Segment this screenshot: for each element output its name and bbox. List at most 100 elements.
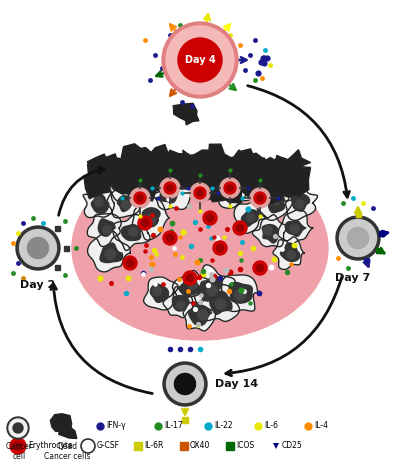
Circle shape (14, 442, 22, 450)
Circle shape (340, 219, 376, 256)
Polygon shape (160, 183, 179, 203)
Polygon shape (172, 270, 210, 303)
Polygon shape (270, 176, 292, 194)
Circle shape (188, 280, 197, 289)
Polygon shape (135, 174, 166, 201)
Circle shape (166, 365, 204, 403)
Polygon shape (255, 158, 277, 176)
Circle shape (7, 417, 29, 439)
Text: IL-6: IL-6 (264, 422, 278, 431)
FancyBboxPatch shape (182, 417, 188, 423)
Text: IL-17: IL-17 (164, 422, 183, 431)
Polygon shape (242, 167, 256, 186)
Text: Day 4: Day 4 (185, 55, 215, 65)
Circle shape (247, 174, 257, 185)
Polygon shape (214, 175, 246, 208)
Circle shape (145, 214, 156, 225)
Text: Cancer
cell: Cancer cell (6, 442, 32, 461)
Polygon shape (206, 144, 234, 170)
FancyBboxPatch shape (376, 247, 381, 253)
Text: CD25: CD25 (282, 441, 303, 451)
Polygon shape (172, 295, 189, 311)
Polygon shape (261, 173, 284, 192)
Circle shape (190, 183, 210, 203)
Polygon shape (171, 162, 191, 182)
Text: Day 2: Day 2 (20, 280, 56, 290)
Polygon shape (163, 287, 193, 318)
Polygon shape (235, 158, 257, 181)
Polygon shape (200, 158, 236, 191)
Circle shape (278, 179, 288, 189)
FancyBboxPatch shape (180, 442, 188, 450)
Circle shape (13, 423, 23, 433)
Polygon shape (88, 231, 130, 272)
Circle shape (126, 260, 134, 267)
Polygon shape (241, 171, 264, 201)
Circle shape (142, 219, 148, 226)
Polygon shape (215, 175, 242, 203)
Ellipse shape (72, 156, 328, 340)
Circle shape (160, 178, 180, 198)
Circle shape (178, 38, 222, 82)
Polygon shape (87, 214, 121, 247)
Circle shape (164, 185, 174, 195)
Polygon shape (228, 171, 256, 192)
Polygon shape (280, 178, 300, 197)
Circle shape (10, 438, 26, 454)
Circle shape (213, 241, 227, 255)
Circle shape (122, 201, 130, 209)
Polygon shape (259, 173, 279, 200)
Polygon shape (234, 202, 267, 233)
Text: IL-22: IL-22 (214, 422, 233, 431)
Circle shape (264, 226, 272, 235)
Circle shape (105, 249, 116, 260)
Circle shape (116, 180, 124, 188)
Polygon shape (119, 173, 138, 194)
Polygon shape (87, 154, 114, 181)
Circle shape (152, 287, 161, 296)
Circle shape (162, 22, 238, 98)
Polygon shape (84, 173, 111, 199)
Circle shape (164, 182, 176, 194)
Polygon shape (149, 144, 176, 172)
Polygon shape (269, 173, 291, 196)
Polygon shape (121, 144, 144, 172)
FancyBboxPatch shape (226, 442, 234, 450)
Polygon shape (282, 166, 310, 196)
Polygon shape (118, 196, 134, 212)
Polygon shape (183, 292, 220, 331)
FancyBboxPatch shape (356, 212, 360, 217)
Circle shape (235, 289, 246, 300)
Polygon shape (246, 160, 268, 182)
Polygon shape (224, 173, 242, 194)
Polygon shape (111, 164, 134, 194)
Polygon shape (273, 237, 304, 269)
FancyBboxPatch shape (379, 231, 384, 236)
Polygon shape (229, 282, 252, 303)
Circle shape (20, 230, 56, 267)
Circle shape (138, 216, 152, 230)
Polygon shape (283, 150, 310, 177)
Text: Day 7: Day 7 (335, 273, 371, 283)
Circle shape (166, 234, 174, 241)
Circle shape (336, 216, 380, 260)
Circle shape (224, 190, 232, 198)
Polygon shape (221, 275, 258, 311)
Polygon shape (241, 166, 269, 191)
FancyBboxPatch shape (55, 226, 60, 231)
Polygon shape (266, 195, 284, 212)
Polygon shape (236, 162, 276, 201)
Polygon shape (59, 420, 77, 439)
Circle shape (227, 185, 233, 191)
Circle shape (233, 221, 247, 235)
Polygon shape (200, 276, 222, 301)
Polygon shape (197, 178, 223, 201)
Circle shape (141, 178, 150, 186)
Circle shape (177, 301, 184, 309)
Polygon shape (181, 150, 198, 171)
Circle shape (253, 261, 267, 275)
Polygon shape (194, 150, 217, 172)
Circle shape (290, 224, 299, 233)
Circle shape (134, 192, 146, 204)
Circle shape (216, 245, 224, 252)
